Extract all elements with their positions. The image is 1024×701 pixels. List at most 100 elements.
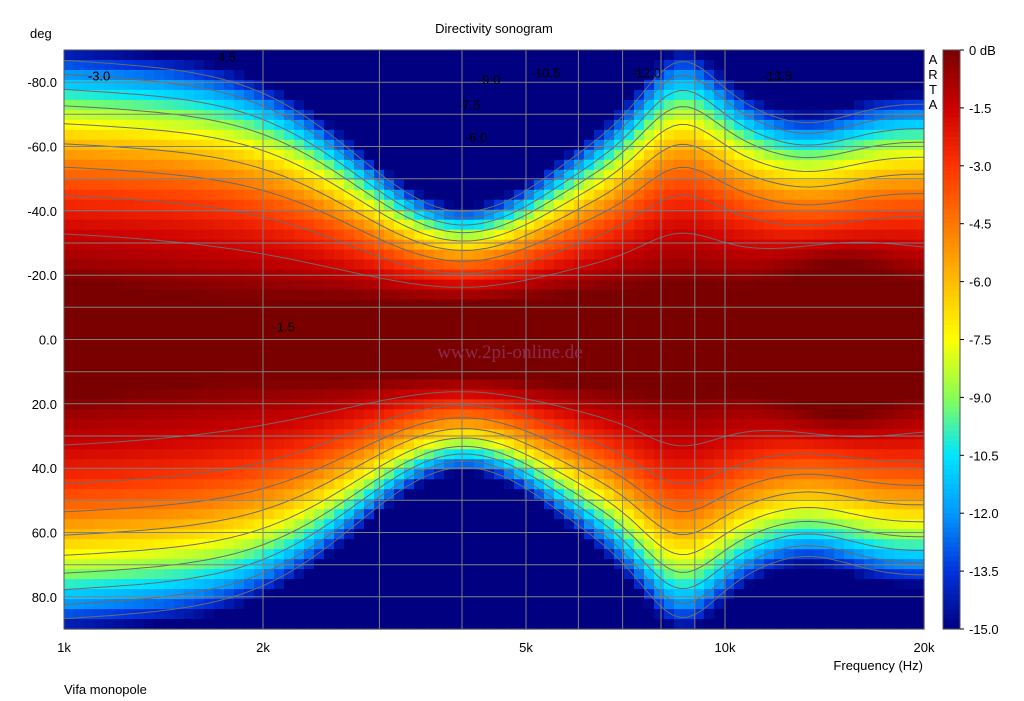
heatmap-cell xyxy=(644,449,655,460)
heatmap-cell xyxy=(354,189,365,201)
heatmap-cell xyxy=(594,139,605,151)
heatmap-cell xyxy=(694,539,705,550)
heatmap-cell xyxy=(694,569,705,580)
heatmap-cell xyxy=(134,189,145,201)
heatmap-cell xyxy=(414,609,425,620)
heatmap-cell xyxy=(584,599,595,610)
heatmap-cell xyxy=(834,459,845,470)
heatmap-cell xyxy=(824,209,835,221)
heatmap-cell xyxy=(114,329,125,341)
heatmap-cell xyxy=(404,199,415,211)
heatmap-cell xyxy=(214,129,225,141)
heatmap-cell xyxy=(754,239,765,251)
heatmap-cell xyxy=(94,569,105,580)
heatmap-cell xyxy=(534,529,545,540)
heatmap-cell xyxy=(844,69,855,81)
heatmap-cell xyxy=(534,259,545,271)
heatmap-cell xyxy=(774,89,785,101)
heatmap-cell xyxy=(284,169,295,181)
heatmap-cell xyxy=(724,89,735,101)
heatmap-cell xyxy=(314,139,325,151)
heatmap-cell xyxy=(774,369,785,381)
heatmap-cell xyxy=(394,459,405,470)
heatmap-cell xyxy=(704,469,715,480)
heatmap-cell xyxy=(414,599,425,610)
heatmap-cell xyxy=(234,359,245,371)
heatmap-cell xyxy=(554,579,565,590)
heatmap-cell xyxy=(64,189,75,201)
heatmap-cell xyxy=(864,89,875,101)
heatmap-cell xyxy=(94,119,105,131)
heatmap-cell xyxy=(834,319,845,331)
heatmap-cell xyxy=(894,229,905,241)
heatmap-cell xyxy=(344,579,355,590)
heatmap-cell xyxy=(734,549,745,560)
heatmap-cell xyxy=(384,549,395,560)
heatmap-cell xyxy=(234,199,245,211)
heatmap-cell xyxy=(284,259,295,271)
heatmap-cell xyxy=(514,439,525,450)
heatmap-cell xyxy=(174,299,185,311)
heatmap-cell xyxy=(264,119,275,131)
heatmap-cell xyxy=(474,219,485,231)
heatmap-cell xyxy=(254,449,265,460)
heatmap-cell xyxy=(334,219,345,231)
heatmap-cell xyxy=(274,339,285,351)
heatmap-cell xyxy=(364,539,375,550)
heatmap-cell xyxy=(534,479,545,490)
heatmap-cell xyxy=(274,129,285,141)
heatmap-cell xyxy=(904,319,915,331)
heatmap-cell xyxy=(204,419,215,430)
heatmap-cell xyxy=(364,469,375,480)
heatmap-cell xyxy=(774,569,785,580)
heatmap-cell xyxy=(274,219,285,231)
heatmap-cell xyxy=(654,79,665,91)
heatmap-cell xyxy=(734,469,745,480)
heatmap-cell xyxy=(614,379,625,391)
heatmap-cell xyxy=(444,119,455,131)
heatmap-cell xyxy=(504,379,515,391)
heatmap-cell xyxy=(314,169,325,181)
heatmap-cell xyxy=(894,389,905,400)
heatmap-cell xyxy=(744,229,755,241)
heatmap-cell xyxy=(64,459,75,470)
heatmap-cell xyxy=(124,509,135,520)
heatmap-cell xyxy=(484,239,495,251)
heatmap-cell xyxy=(834,279,845,291)
heatmap-cell xyxy=(194,349,205,361)
heatmap-cell xyxy=(564,59,575,71)
heatmap-cell xyxy=(134,399,145,410)
heatmap-cell xyxy=(234,109,245,121)
heatmap-cell xyxy=(684,549,695,560)
heatmap-cell xyxy=(334,459,345,470)
heatmap-cell xyxy=(614,339,625,351)
heatmap-cell xyxy=(614,509,625,520)
heatmap-cell xyxy=(514,579,525,590)
heatmap-cell xyxy=(244,279,255,291)
heatmap-cell xyxy=(234,369,245,381)
heatmap-cell xyxy=(294,149,305,161)
heatmap-cell xyxy=(654,589,665,600)
heatmap-cell xyxy=(914,109,925,121)
heatmap-cell xyxy=(634,619,645,630)
heatmap-cell xyxy=(564,159,575,171)
heatmap-cell xyxy=(864,419,875,430)
heatmap-cell xyxy=(194,569,205,580)
heatmap-cell xyxy=(444,569,455,580)
heatmap-cell xyxy=(394,159,405,171)
heatmap-cell xyxy=(844,489,855,500)
heatmap-cell xyxy=(534,199,545,211)
heatmap-cell xyxy=(864,389,875,400)
heatmap-cell xyxy=(764,369,775,381)
heatmap-cell xyxy=(314,619,325,630)
heatmap-cell xyxy=(914,139,925,151)
heatmap-cell xyxy=(224,419,235,430)
heatmap-cell xyxy=(554,569,565,580)
heatmap-cell xyxy=(204,179,215,191)
heatmap-cell xyxy=(714,539,725,550)
heatmap-cell xyxy=(604,599,615,610)
heatmap-cell xyxy=(294,229,305,241)
heatmap-cell xyxy=(174,479,185,490)
heatmap-cell xyxy=(574,539,585,550)
heatmap-cell xyxy=(734,309,745,321)
